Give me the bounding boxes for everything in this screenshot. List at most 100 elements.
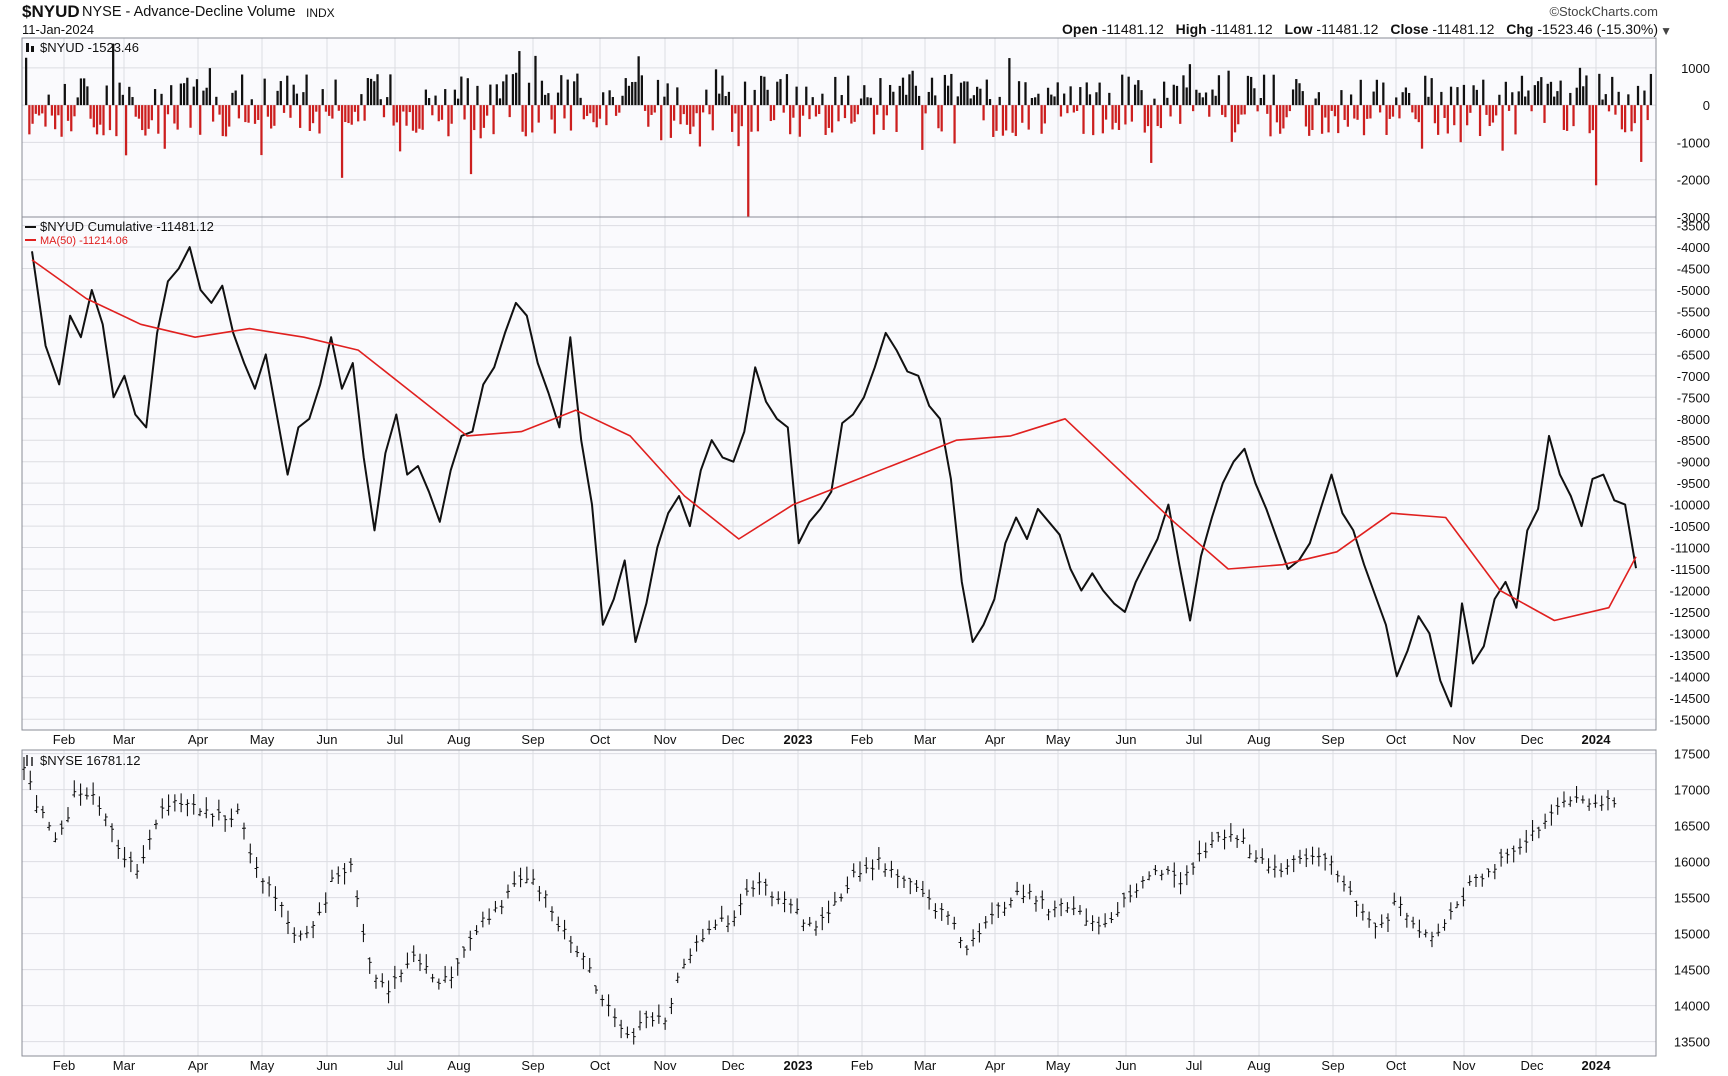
daily-bar [1495, 105, 1498, 116]
daily-bar [701, 105, 705, 113]
daily-bar [1591, 105, 1595, 131]
close-label: Close [1390, 21, 1429, 37]
daily-bar [1569, 92, 1572, 106]
daily-bar [118, 82, 121, 106]
daily-bar [153, 89, 157, 106]
triangle-down-icon[interactable]: ▼ [1660, 24, 1672, 38]
y-tick-label: -3500 [1677, 219, 1710, 234]
daily-bar [1449, 86, 1453, 106]
daily-bar [1172, 84, 1175, 106]
x-tick-label: Apr [188, 732, 209, 747]
daily-bar [189, 105, 192, 128]
daily-bar [237, 105, 241, 119]
daily-bar [1208, 105, 1211, 117]
daily-bar [1256, 105, 1259, 112]
x-tick-label: Dec [721, 732, 745, 747]
x-tick-label: Jun [1116, 732, 1137, 747]
x-tick-label: Jun [317, 1058, 338, 1073]
x-tick-label: Mar [914, 732, 937, 747]
x-tick-label: Aug [447, 1058, 470, 1073]
daily-bar [1459, 105, 1462, 143]
daily-bar [979, 88, 982, 106]
bar-chart-icon-part [31, 46, 34, 52]
daily-bar [779, 79, 782, 106]
daily-bar [405, 105, 408, 126]
daily-bar [1488, 105, 1491, 127]
x-tick-label: Feb [53, 1058, 75, 1073]
x-tick-label: Dec [721, 1058, 745, 1073]
daily-bar [1417, 105, 1420, 123]
daily-bar [273, 105, 276, 126]
daily-bar [211, 105, 215, 122]
daily-bar [141, 105, 144, 131]
daily-bar [1150, 105, 1153, 163]
daily-bar [195, 79, 199, 106]
daily-bar [866, 97, 869, 106]
daily-bar [608, 90, 611, 106]
daily-bar [1556, 91, 1559, 106]
x-tick-label: Mar [113, 732, 136, 747]
daily-bar [402, 105, 405, 112]
x-tick-label: Feb [851, 732, 873, 747]
daily-bar [202, 90, 205, 106]
x-tick-label: May [1046, 732, 1071, 747]
daily-bar [1285, 105, 1288, 118]
daily-bar [556, 92, 560, 106]
daily-bar [1588, 105, 1591, 134]
daily-bar [1056, 82, 1059, 106]
chg-label: Chg [1506, 21, 1534, 37]
daily-bar [1507, 105, 1511, 111]
daily-bar [1533, 85, 1536, 106]
daily-bar [1649, 73, 1653, 106]
y-tick-label: -11000 [1670, 541, 1710, 556]
daily-bar [1253, 88, 1256, 106]
daily-bar [1011, 105, 1014, 133]
daily-bar [969, 98, 972, 106]
daily-bar [50, 105, 54, 116]
daily-bar [1643, 90, 1646, 106]
daily-bar [714, 69, 718, 106]
daily-bar [627, 85, 631, 106]
daily-bar [1227, 70, 1230, 106]
daily-bar [1456, 87, 1459, 106]
daily-bar [1611, 76, 1614, 106]
cumulative-line [31, 246, 1637, 708]
daily-bar [421, 105, 424, 130]
close-value: -11481.12 [1432, 21, 1495, 37]
x-tick-label: 2023 [784, 1058, 813, 1073]
daily-bar [328, 105, 331, 116]
daily-bar [431, 105, 434, 116]
daily-bar [395, 105, 398, 123]
daily-bar [1623, 105, 1627, 133]
x-tick-label: Nov [653, 1058, 677, 1073]
x-tick-label: Sep [1321, 732, 1344, 747]
daily-bar [1266, 105, 1269, 114]
y-tick-label: 14000 [1674, 999, 1710, 1014]
x-tick-label: Oct [590, 732, 611, 747]
daily-bar [1549, 81, 1553, 106]
panel-background [22, 750, 1656, 1056]
daily-bar [476, 85, 479, 106]
daily-bar [834, 76, 837, 106]
x-tick-label: Apr [188, 1058, 209, 1073]
daily-bar [505, 74, 508, 106]
daily-bar [624, 78, 627, 106]
daily-bar [1346, 105, 1349, 127]
daily-bar [134, 105, 137, 117]
daily-bar [602, 92, 605, 106]
daily-bar [1088, 94, 1092, 106]
daily-bar [731, 105, 734, 132]
y-tick-label: -14000 [1670, 669, 1710, 684]
daily-bar [1540, 77, 1543, 106]
daily-bar [982, 105, 985, 121]
daily-bar [282, 105, 286, 113]
daily-bar [689, 105, 692, 135]
daily-bar [99, 105, 102, 125]
daily-bar [901, 77, 905, 106]
daily-bar [1446, 105, 1449, 134]
daily-bar [334, 79, 337, 106]
daily-bar [1427, 96, 1430, 106]
daily-bar [366, 78, 369, 106]
daily-bar [663, 96, 666, 106]
panel1-legend: $NYUD -1523.46 [40, 40, 139, 55]
